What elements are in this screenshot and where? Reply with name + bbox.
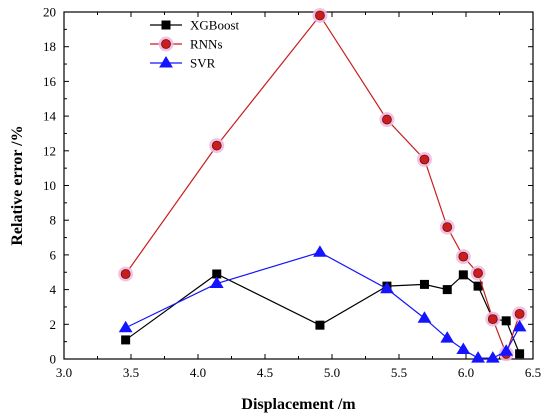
x-tick-label: 5.5 — [391, 365, 407, 380]
x-tick-label: 4.0 — [190, 365, 206, 380]
plot-frame-box — [63, 11, 534, 360]
data-point-rnns — [514, 308, 525, 319]
x-axis-title: Displacement /m — [241, 396, 356, 413]
y-tick-label: 2 — [50, 317, 57, 332]
series-line-xgboost — [125, 273, 521, 355]
legend-label-rnns: RNNs — [190, 37, 223, 52]
data-point-svr — [417, 311, 432, 323]
data-point-xgboost — [501, 316, 511, 326]
y-axis-title: Relative error /% — [9, 125, 26, 245]
data-point-xgboost — [442, 285, 452, 295]
data-point-xgboost — [458, 270, 468, 280]
data-point-svr — [209, 276, 224, 289]
legend-item-rnns: RNNs — [150, 36, 223, 52]
data-point-svr — [118, 320, 133, 333]
legend-label-xgboost: XGBoost — [190, 18, 240, 33]
data-point-svr — [313, 245, 327, 257]
legend: XGBoost RNNs SVR — [150, 18, 240, 71]
legend-marker-xgboost — [161, 20, 171, 30]
y-tick-label: 12 — [43, 143, 56, 158]
plot-frame — [63, 11, 534, 360]
legend-item-svr: SVR — [150, 56, 216, 71]
y-tick-label: 14 — [43, 109, 57, 124]
data-point-rnns — [419, 154, 430, 165]
x-tick-label: 5.0 — [324, 365, 340, 380]
x-tick-label: 3.5 — [123, 365, 139, 380]
data-point-rnns — [382, 114, 392, 125]
legend-label-svr: SVR — [190, 56, 216, 71]
y-tick-label: 18 — [43, 39, 56, 54]
data-point-svr — [440, 331, 455, 343]
data-point-rnns — [120, 269, 131, 279]
series-line-rnns — [125, 14, 521, 356]
legend-marker-svr — [159, 56, 173, 68]
plot-series — [118, 7, 528, 363]
legend-marker-rnns — [161, 39, 171, 49]
data-point-rnns — [211, 140, 222, 151]
x-axis: 3.0 3.5 4.0 4.5 5.0 5.5 6.0 6.5 — [56, 12, 541, 380]
data-point-rnns — [315, 10, 325, 21]
data-point-rnns — [458, 251, 469, 262]
data-point-svr — [485, 351, 500, 363]
y-tick-label: 6 — [50, 247, 57, 262]
y-tick-label: 8 — [50, 213, 57, 228]
data-point-xgboost — [315, 320, 325, 330]
data-point-svr — [471, 351, 485, 363]
x-tick-label: 6.5 — [525, 365, 541, 380]
series-line-svr — [125, 251, 521, 359]
data-point-xgboost — [419, 279, 429, 289]
x-tick-label: 3.0 — [56, 365, 72, 380]
series-rnns — [118, 7, 528, 362]
data-point-svr — [456, 342, 471, 354]
data-point-svr — [499, 344, 514, 356]
y-tick-label: 4 — [50, 282, 57, 297]
y-tick-label: 16 — [43, 74, 57, 89]
y-tick-label: 0 — [50, 352, 57, 367]
y-tick-label: 10 — [43, 178, 56, 193]
data-point-rnns — [442, 222, 453, 233]
data-point-xgboost — [121, 335, 131, 345]
data-point-svr — [380, 281, 394, 294]
series-svr — [118, 245, 527, 363]
y-tick-label: 20 — [43, 5, 56, 20]
legend-item-xgboost: XGBoost — [150, 18, 240, 33]
data-point-xgboost — [515, 349, 525, 359]
y-axis: 0 2 4 6 8 10 12 14 16 18 20 — [43, 5, 533, 367]
x-tick-label: 4.5 — [257, 365, 273, 380]
x-tick-label: 6.0 — [458, 365, 474, 380]
data-point-rnns — [473, 268, 483, 279]
data-point-svr — [512, 319, 527, 332]
data-point-rnns — [487, 314, 498, 324]
